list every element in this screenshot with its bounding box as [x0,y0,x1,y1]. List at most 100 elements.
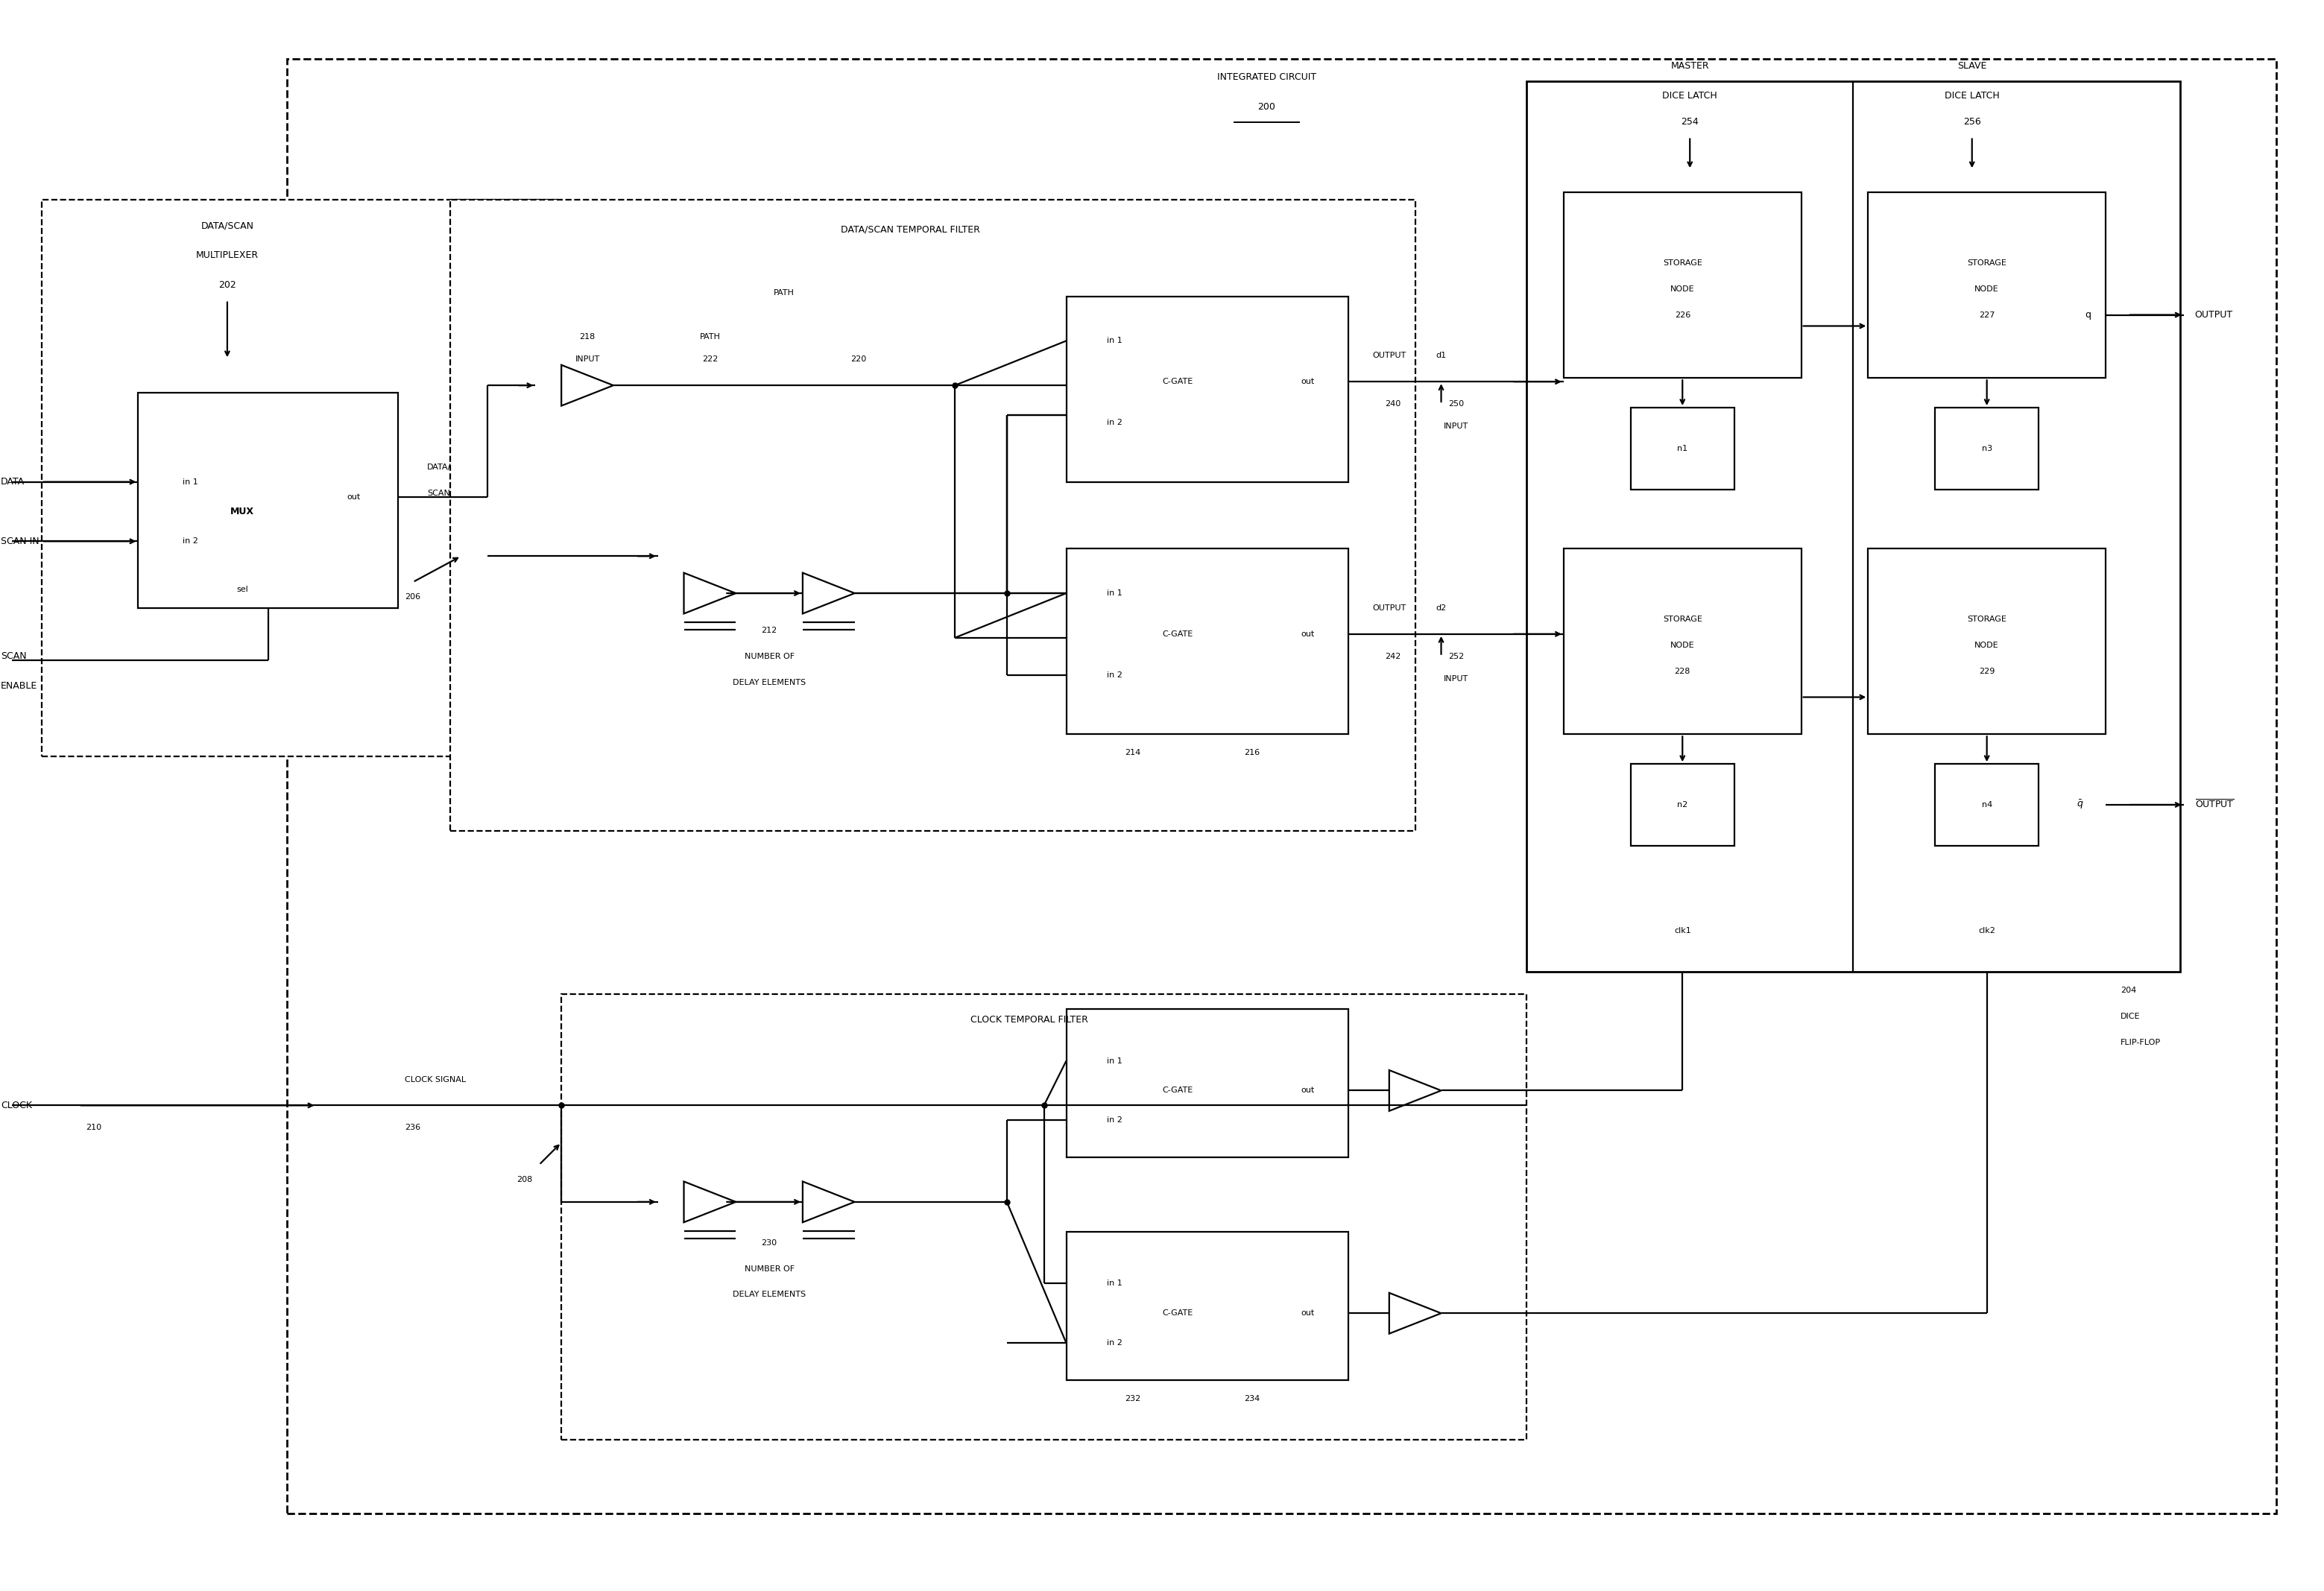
Text: SCAN IN: SCAN IN [0,536,40,546]
Text: n4: n4 [1982,800,1992,808]
Text: INPUT: INPUT [1443,675,1469,683]
Text: clk1: clk1 [1673,928,1692,934]
Text: 234: 234 [1243,1395,1260,1402]
Bar [286,59,2278,1513]
Text: NODE: NODE [1975,285,1999,293]
Text: in 1: in 1 [1106,590,1122,597]
Text: STORAGE: STORAGE [1966,616,2006,624]
Text: DICE: DICE [2119,1012,2140,1020]
Polygon shape [562,364,614,406]
Text: DICE LATCH: DICE LATCH [1662,91,1717,100]
Text: DICE LATCH: DICE LATCH [1945,91,1999,100]
Text: CLOCK: CLOCK [0,1101,33,1111]
Text: out: out [1301,1087,1315,1095]
Bar [1868,549,2106,735]
Bar [451,200,1415,831]
Text: C-GATE: C-GATE [1162,630,1192,638]
Text: 228: 228 [1676,668,1690,675]
Bar [1631,764,1734,845]
Text: MULTIPLEXER: MULTIPLEXER [195,251,258,261]
Text: out: out [1301,379,1315,385]
Text: NUMBER OF: NUMBER OF [744,652,795,660]
Text: out: out [346,493,360,501]
Bar [137,393,397,608]
Polygon shape [683,573,737,614]
Text: in 2: in 2 [1106,1340,1122,1346]
Text: 254: 254 [1680,118,1699,127]
Text: 200: 200 [1257,102,1276,111]
Bar [1564,549,1801,735]
Text: INPUT: INPUT [574,356,600,363]
Bar [1067,1231,1348,1379]
Text: SCAN: SCAN [0,651,26,662]
Text: in 1: in 1 [181,479,198,485]
Text: 212: 212 [762,627,776,635]
Text: DATA/SCAN: DATA/SCAN [200,221,253,231]
Text: 236: 236 [404,1123,421,1131]
Text: in 2: in 2 [181,538,198,546]
Text: OUTPUT: OUTPUT [1373,352,1406,360]
Text: DATA/: DATA/ [428,463,451,471]
Text: in 1: in 1 [1106,1056,1122,1064]
Text: C-GATE: C-GATE [1162,1309,1192,1317]
Text: SLAVE: SLAVE [1957,62,1987,72]
Text: 216: 216 [1243,749,1260,757]
Text: 204: 204 [2119,986,2136,994]
Polygon shape [683,1182,737,1222]
Bar [1868,193,2106,379]
Bar [1936,407,2038,490]
Text: STORAGE: STORAGE [1662,259,1701,267]
Text: d2: d2 [1436,605,1446,613]
Text: in 2: in 2 [1106,671,1122,679]
Text: NODE: NODE [1671,641,1694,649]
Text: 230: 230 [762,1239,776,1246]
Bar [1527,81,2180,972]
Text: 222: 222 [702,356,718,363]
Text: 250: 250 [1448,401,1464,407]
Text: sel: sel [237,585,249,593]
Bar [1564,193,1801,379]
Bar [1067,296,1348,482]
Text: INPUT: INPUT [1443,423,1469,430]
Text: 242: 242 [1385,652,1401,660]
Text: in 1: in 1 [1106,1279,1122,1287]
Text: CLOCK SIGNAL: CLOCK SIGNAL [404,1076,465,1083]
Text: FLIP-FLOP: FLIP-FLOP [2119,1039,2161,1045]
Text: 226: 226 [1676,312,1690,318]
Bar [1936,764,2038,845]
Text: n3: n3 [1982,445,1992,452]
Text: DELAY ELEMENTS: DELAY ELEMENTS [732,679,806,686]
Polygon shape [802,573,855,614]
Text: 214: 214 [1125,749,1141,757]
Text: DELAY ELEMENTS: DELAY ELEMENTS [732,1290,806,1298]
Text: C-GATE: C-GATE [1162,1087,1192,1095]
Text: 210: 210 [86,1123,102,1131]
Text: ENABLE: ENABLE [0,681,37,690]
Text: q: q [2085,310,2092,320]
Text: 232: 232 [1125,1395,1141,1402]
Text: SCAN: SCAN [428,490,451,496]
Polygon shape [1390,1293,1441,1333]
Text: d1: d1 [1436,352,1446,360]
Text: 256: 256 [1964,118,1980,127]
Text: NODE: NODE [1975,641,1999,649]
Bar [42,200,562,757]
Text: n1: n1 [1678,445,1687,452]
Polygon shape [802,1182,855,1222]
Text: PATH: PATH [700,334,720,340]
Bar [1631,407,1734,490]
Text: NUMBER OF: NUMBER OF [744,1265,795,1273]
Bar [1067,1009,1348,1157]
Bar [562,994,1527,1440]
Polygon shape [1390,1071,1441,1111]
Text: 220: 220 [851,356,867,363]
Text: CLOCK TEMPORAL FILTER: CLOCK TEMPORAL FILTER [969,1015,1088,1025]
Text: 208: 208 [516,1176,532,1184]
Text: C-GATE: C-GATE [1162,379,1192,385]
Text: MASTER: MASTER [1671,62,1708,72]
Text: OUTPUT: OUTPUT [1373,605,1406,613]
Text: n2: n2 [1678,800,1687,808]
Text: 206: 206 [404,593,421,601]
Text: PATH: PATH [774,290,795,296]
Bar [1067,549,1348,735]
